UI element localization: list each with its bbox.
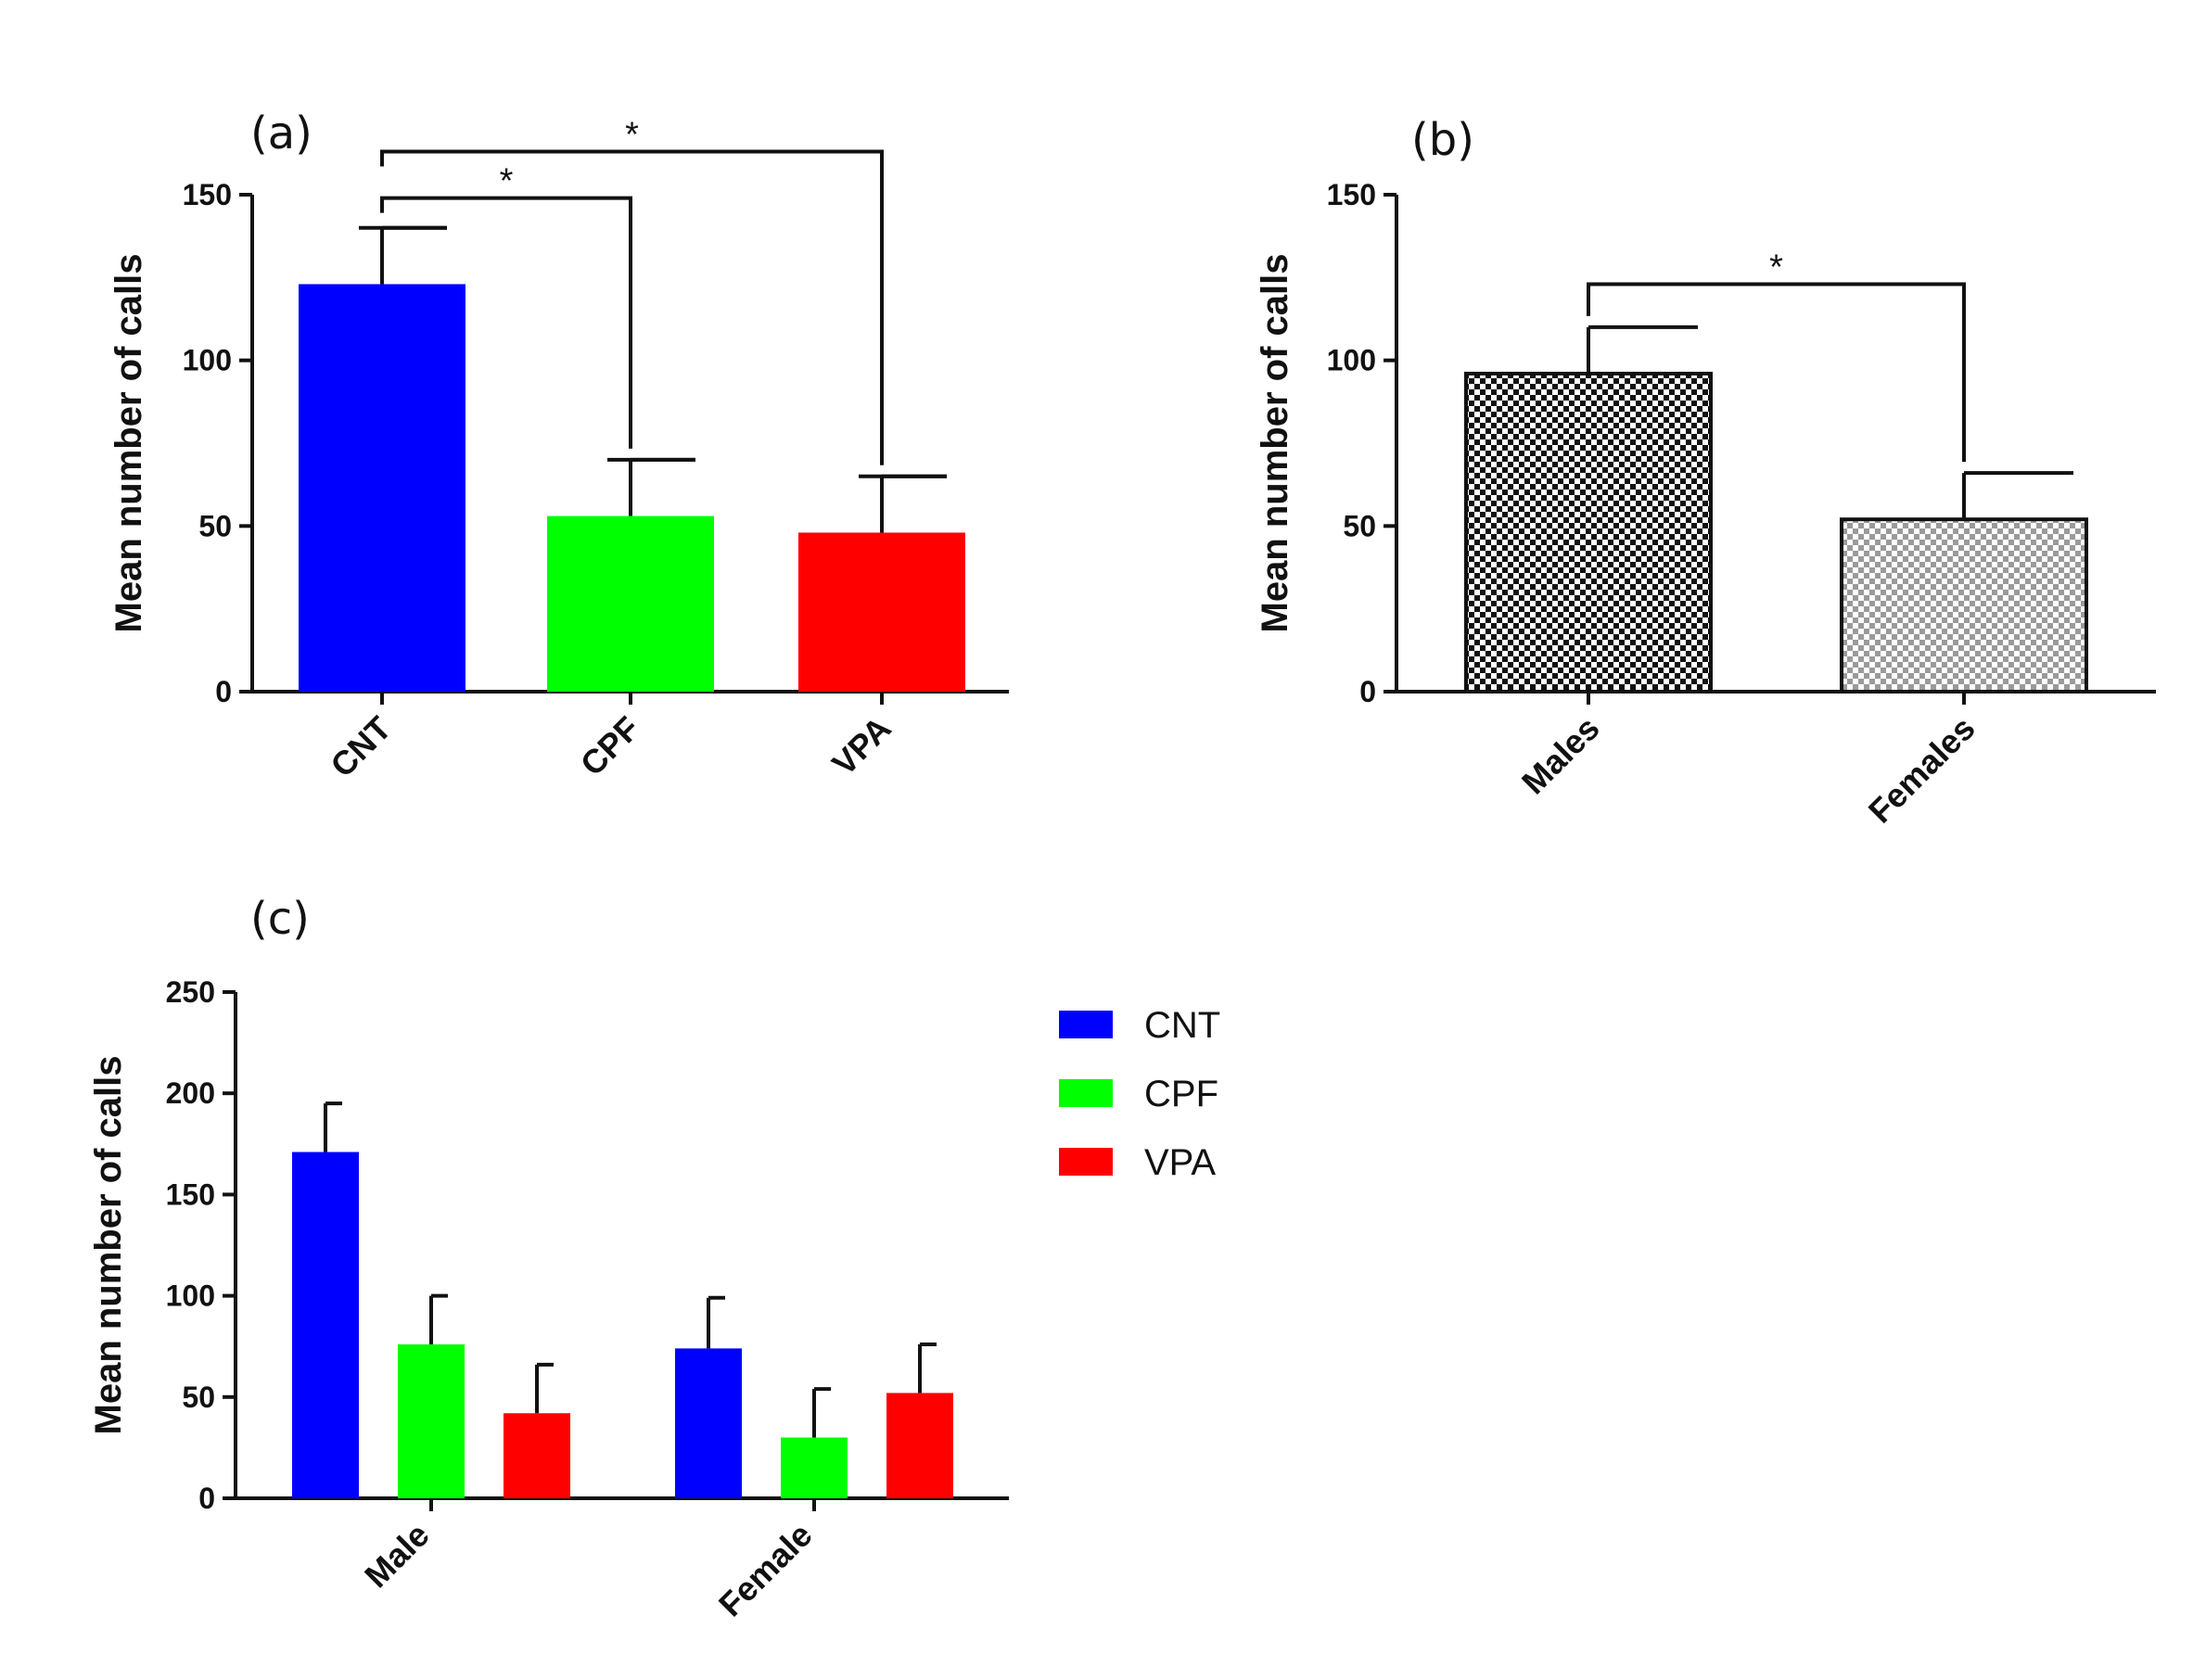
significance-star: * xyxy=(500,162,514,201)
y-tick-label: 50 xyxy=(182,1381,215,1414)
y-tick-label: 100 xyxy=(183,344,232,377)
panel-c-chart: 0 50 100 150 200 250 Mean number of calls (c) Ma… xyxy=(88,893,1220,1623)
x-tick-label: Males xyxy=(1514,709,1607,802)
significance-star: * xyxy=(625,116,639,155)
bar-female-cnt xyxy=(675,1348,742,1498)
y-tick-label: 250 xyxy=(166,975,215,1009)
legend-swatch-cnt xyxy=(1059,1011,1113,1038)
significance-bracket xyxy=(380,149,884,465)
bar-females xyxy=(1840,517,2088,694)
bar-cpf xyxy=(547,515,714,692)
x-tick-label: VPA xyxy=(824,709,898,783)
x-tick-label: CPF xyxy=(573,709,647,783)
x-tick-label: CNT xyxy=(323,709,398,784)
legend-label-vpa: VPA xyxy=(1144,1142,1216,1183)
x-tick-label: Females xyxy=(1861,709,1983,831)
legend-label-cnt: CNT xyxy=(1144,1005,1220,1046)
y-tick-label: 0 xyxy=(1359,675,1376,708)
x-tick-label: Female xyxy=(711,1516,820,1624)
y-tick-label: 100 xyxy=(1327,344,1376,377)
y-tick-label: 0 xyxy=(215,675,232,708)
legend-swatch-cpf xyxy=(1059,1079,1113,1107)
bar-vpa xyxy=(798,532,965,692)
bar-male-cnt xyxy=(292,1152,359,1498)
panel-label: (c) xyxy=(250,893,310,945)
y-axis-title: Mean number of calls xyxy=(108,254,149,633)
panel-b-chart: 0 50 100 150 Mean number of calls (b) Males Fem… xyxy=(1255,114,2156,831)
bar-male-cpf xyxy=(398,1344,465,1498)
y-axis-title: Mean number of calls xyxy=(88,1056,129,1435)
significance-bracket xyxy=(380,196,632,449)
bar-cnt xyxy=(299,284,465,692)
legend-label-cpf: CPF xyxy=(1144,1074,1218,1114)
y-tick-label: 50 xyxy=(198,509,232,542)
bar-female-vpa xyxy=(886,1393,953,1498)
x-tick-label: Male xyxy=(357,1516,437,1596)
significance-bracket xyxy=(1587,282,1966,463)
bar-males xyxy=(1464,371,1713,694)
y-tick-label: 150 xyxy=(1327,178,1376,211)
y-tick-label: 200 xyxy=(166,1076,215,1110)
significance-star: * xyxy=(1769,248,1783,286)
bar-female-cpf xyxy=(781,1437,848,1498)
y-axis-title: Mean number of calls xyxy=(1255,254,1295,633)
y-tick-label: 150 xyxy=(183,178,232,211)
y-tick-label: 100 xyxy=(166,1279,215,1313)
y-tick-label: 50 xyxy=(1343,509,1376,542)
panel-a-chart: 0 50 100 150 Mean number of calls (a) CNT CPF VP… xyxy=(108,108,1009,784)
panel-label: (b) xyxy=(1411,114,1474,166)
legend-swatch-vpa xyxy=(1059,1148,1113,1176)
panel-label: (a) xyxy=(250,108,312,159)
y-tick-label: 150 xyxy=(166,1177,215,1211)
y-tick-label: 0 xyxy=(198,1482,215,1515)
bar-male-vpa xyxy=(504,1413,570,1498)
